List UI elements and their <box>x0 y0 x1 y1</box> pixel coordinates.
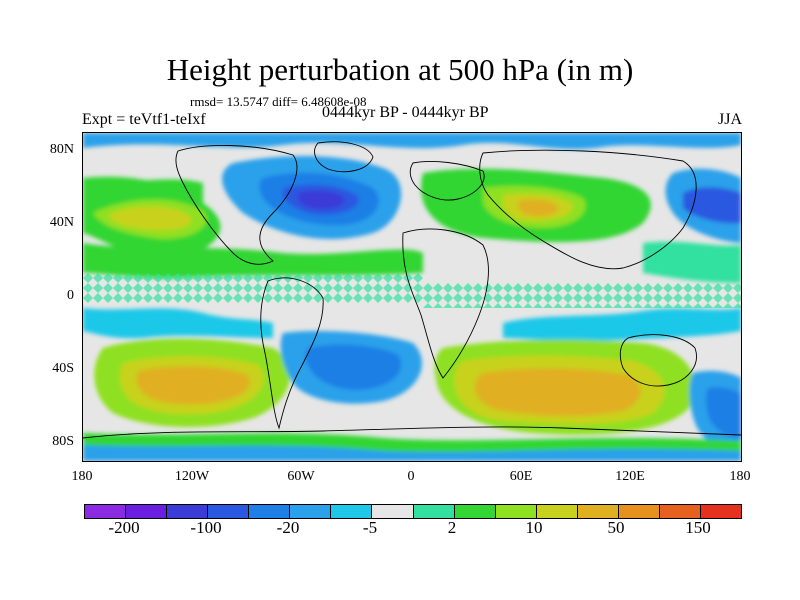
lon-tick-180w: 180 <box>71 469 93 484</box>
lat-tick-0: 0 <box>67 288 74 303</box>
map-svg <box>83 133 741 461</box>
colorbar-swatch <box>126 505 168 518</box>
colorbar-label: -100 <box>190 518 222 537</box>
north-america-coast <box>175 144 298 265</box>
colorbar-swatch <box>618 505 660 518</box>
colorbar-swatch <box>536 505 578 518</box>
lat-tick-80n: 80N <box>49 142 74 157</box>
south-america-coast <box>260 277 324 430</box>
greenland-coast <box>314 141 374 173</box>
colorbar-swatch <box>167 505 209 518</box>
lon-tick-180e: 180 <box>729 469 751 484</box>
lat-tick-80s: 80S <box>52 434 74 449</box>
stats-label: rmsd= 13.5747 diff= 6.48608e-08 <box>190 94 367 109</box>
colorbar-label: -20 <box>276 518 300 537</box>
asia-coast <box>479 149 697 270</box>
coastlines <box>83 141 741 439</box>
contour-map <box>82 132 742 462</box>
colorbar-label: 150 <box>685 518 711 537</box>
lat-tick-40s: 40S <box>52 361 74 376</box>
hatched-region <box>83 273 423 303</box>
map-title: Height perturbation at 500 hPa (in m) <box>166 52 634 87</box>
lon-tick-120w: 120W <box>174 469 210 484</box>
lon-tick-120e: 120E <box>615 469 645 484</box>
colorbar-label: 2 <box>447 518 457 537</box>
colorbar-label: 10 <box>525 518 543 537</box>
colorbar-swatch <box>495 505 537 518</box>
period-label: 0444kyr BP - 0444kyr BP <box>322 104 489 121</box>
colorbar-swatch <box>290 505 332 518</box>
colorbar-swatch <box>659 505 701 518</box>
colorbar-swatch <box>577 505 619 518</box>
experiment-label: Expt = teVtf1-teIxf <box>82 111 206 128</box>
europe-coast <box>409 161 485 201</box>
antarctica-coast <box>83 426 741 439</box>
colorbar-swatch <box>372 505 414 518</box>
colorbar-swatch <box>700 505 741 518</box>
lat-tick-40n: 40N <box>49 215 74 230</box>
lon-tick-0: 0 <box>407 469 415 484</box>
colorbar-label: -200 <box>108 518 140 537</box>
australia-coast <box>619 334 697 387</box>
lon-tick-60e: 60E <box>509 469 533 484</box>
africa-coast <box>402 228 489 379</box>
colorbar-swatch <box>413 505 455 518</box>
colorbar-swatch <box>249 505 291 518</box>
colorbar-label: 50 <box>607 518 625 537</box>
season-label: JJA <box>717 111 742 128</box>
colorbar-label: -5 <box>362 518 378 537</box>
colorbar-swatch <box>208 505 250 518</box>
colorbar-swatch <box>454 505 496 518</box>
lon-tick-60w: 60W <box>287 469 315 484</box>
contour-fills <box>83 133 741 461</box>
colorbar <box>84 504 742 519</box>
colorbar-swatch <box>85 505 127 518</box>
hatched-region <box>423 283 741 308</box>
colorbar-swatch <box>331 505 373 518</box>
